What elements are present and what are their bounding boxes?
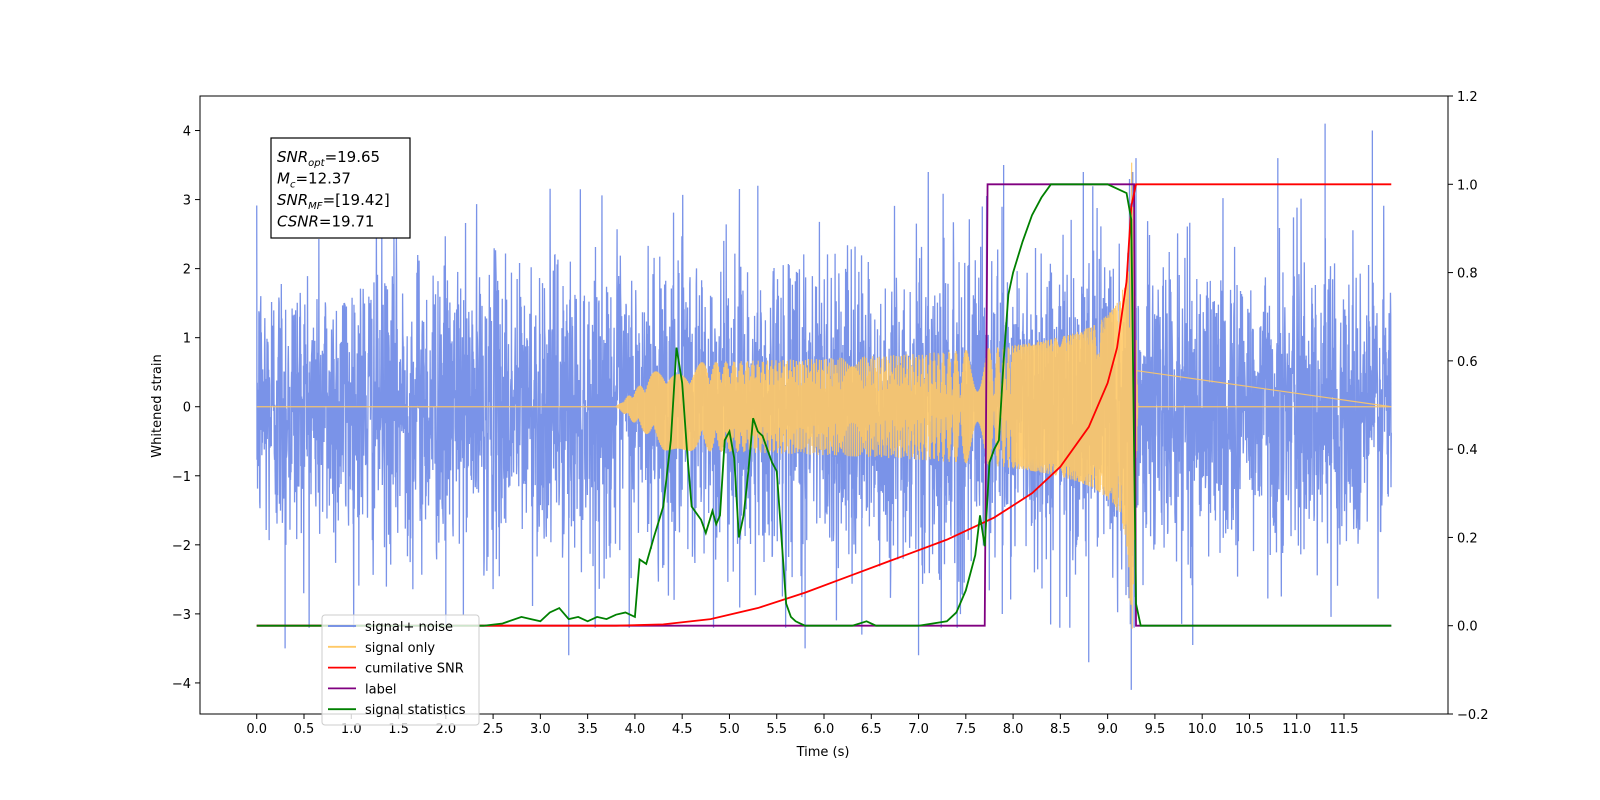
x-tick-label: 11.0 bbox=[1282, 722, 1311, 737]
x-tick-label: 8.5 bbox=[1050, 722, 1071, 737]
y-tick-label: 3 bbox=[183, 194, 191, 209]
y-axis-left: −4 −3 −2 −1 0 1 2 3 4 bbox=[172, 125, 200, 692]
y2-tick-label: 0.0 bbox=[1457, 620, 1478, 635]
x-tick-label: 4.0 bbox=[625, 722, 646, 737]
y-tick-label: −1 bbox=[172, 470, 191, 485]
legend: signal+ noise signal only cumilative SNR la… bbox=[321, 614, 480, 726]
legend-label: cumilative SNR bbox=[365, 662, 464, 677]
y2-tick-label: 0.4 bbox=[1457, 443, 1478, 458]
x-tick-label: 4.5 bbox=[672, 722, 693, 737]
x-tick-label: 6.5 bbox=[861, 722, 882, 737]
y2-tick-label: 0.6 bbox=[1457, 355, 1478, 370]
x-tick-label: 6.0 bbox=[814, 722, 835, 737]
annotation-box: SNRopt=19.65Mc=12.37SNRMF=[19.42]CSNR=19… bbox=[270, 137, 411, 239]
x-tick-label: 9.5 bbox=[1145, 722, 1166, 737]
x-tick-label: 1.5 bbox=[388, 722, 409, 737]
x-tick-label: 2.5 bbox=[483, 722, 504, 737]
x-tick-label: 11.5 bbox=[1330, 722, 1359, 737]
annotation-frame bbox=[270, 137, 411, 239]
x-tick-label: 5.5 bbox=[766, 722, 787, 737]
x-tick-label: 0.5 bbox=[294, 722, 315, 737]
legend-frame bbox=[321, 614, 480, 726]
x-tick-label: 3.5 bbox=[577, 722, 598, 737]
y-axis-label: Whitened strain bbox=[150, 354, 165, 457]
y2-tick-label: 0.8 bbox=[1457, 267, 1478, 282]
legend-label: signal+ noise bbox=[365, 620, 453, 635]
x-tick-label: 9.0 bbox=[1097, 722, 1118, 737]
series-cumulative-snr bbox=[256, 183, 1392, 627]
x-tick-label: 2.0 bbox=[435, 722, 456, 737]
annotation-line: CSNR=19.71 bbox=[277, 213, 374, 231]
x-axis-label: Time (s) bbox=[796, 745, 850, 760]
y-tick-label: 2 bbox=[183, 263, 191, 278]
y2-tick-label: 1.2 bbox=[1457, 90, 1478, 105]
x-tick-label: 5.0 bbox=[719, 722, 740, 737]
x-tick-label: 3.0 bbox=[530, 722, 551, 737]
legend-label: signal only bbox=[365, 641, 435, 656]
y-tick-label: 1 bbox=[183, 332, 191, 347]
x-axis: 0.0 0.5 1.0 1.5 2.0 2.5 3.0 3.5 4.0 4.5 5.0 5.5 6.0 6… bbox=[246, 714, 1358, 737]
y-axis-right: −0.2 0.0 0.2 0.4 0.6 0.8 1.0 1.2 bbox=[1448, 90, 1489, 723]
y-tick-label: −4 bbox=[172, 677, 191, 692]
series-signal-statistics bbox=[256, 183, 1392, 627]
annotation-line: Mc=12.37 bbox=[277, 170, 351, 191]
legend-label: label bbox=[365, 682, 396, 697]
x-tick-label: 8.0 bbox=[1003, 722, 1024, 737]
x-tick-label: 7.5 bbox=[955, 722, 976, 737]
plot-area bbox=[256, 123, 1392, 690]
y2-tick-label: 1.0 bbox=[1457, 178, 1478, 193]
y2-tick-label: −0.2 bbox=[1457, 708, 1489, 723]
x-tick-label: 0.0 bbox=[246, 722, 267, 737]
x-tick-label: 10.0 bbox=[1188, 722, 1217, 737]
y2-tick-label: 0.2 bbox=[1457, 531, 1478, 546]
legend-label: signal statistics bbox=[365, 703, 466, 718]
y-tick-label: −2 bbox=[172, 539, 191, 554]
x-tick-label: 1.0 bbox=[341, 722, 362, 737]
y-tick-label: −3 bbox=[172, 608, 191, 623]
y-tick-label: 0 bbox=[183, 401, 191, 416]
annotation-line: SNRopt=19.65 bbox=[277, 148, 380, 169]
x-tick-label: 10.5 bbox=[1235, 722, 1264, 737]
annotation-line: SNRMF=[19.42] bbox=[277, 191, 390, 212]
y-tick-label: 4 bbox=[183, 125, 191, 140]
x-tick-label: 7.0 bbox=[908, 722, 929, 737]
